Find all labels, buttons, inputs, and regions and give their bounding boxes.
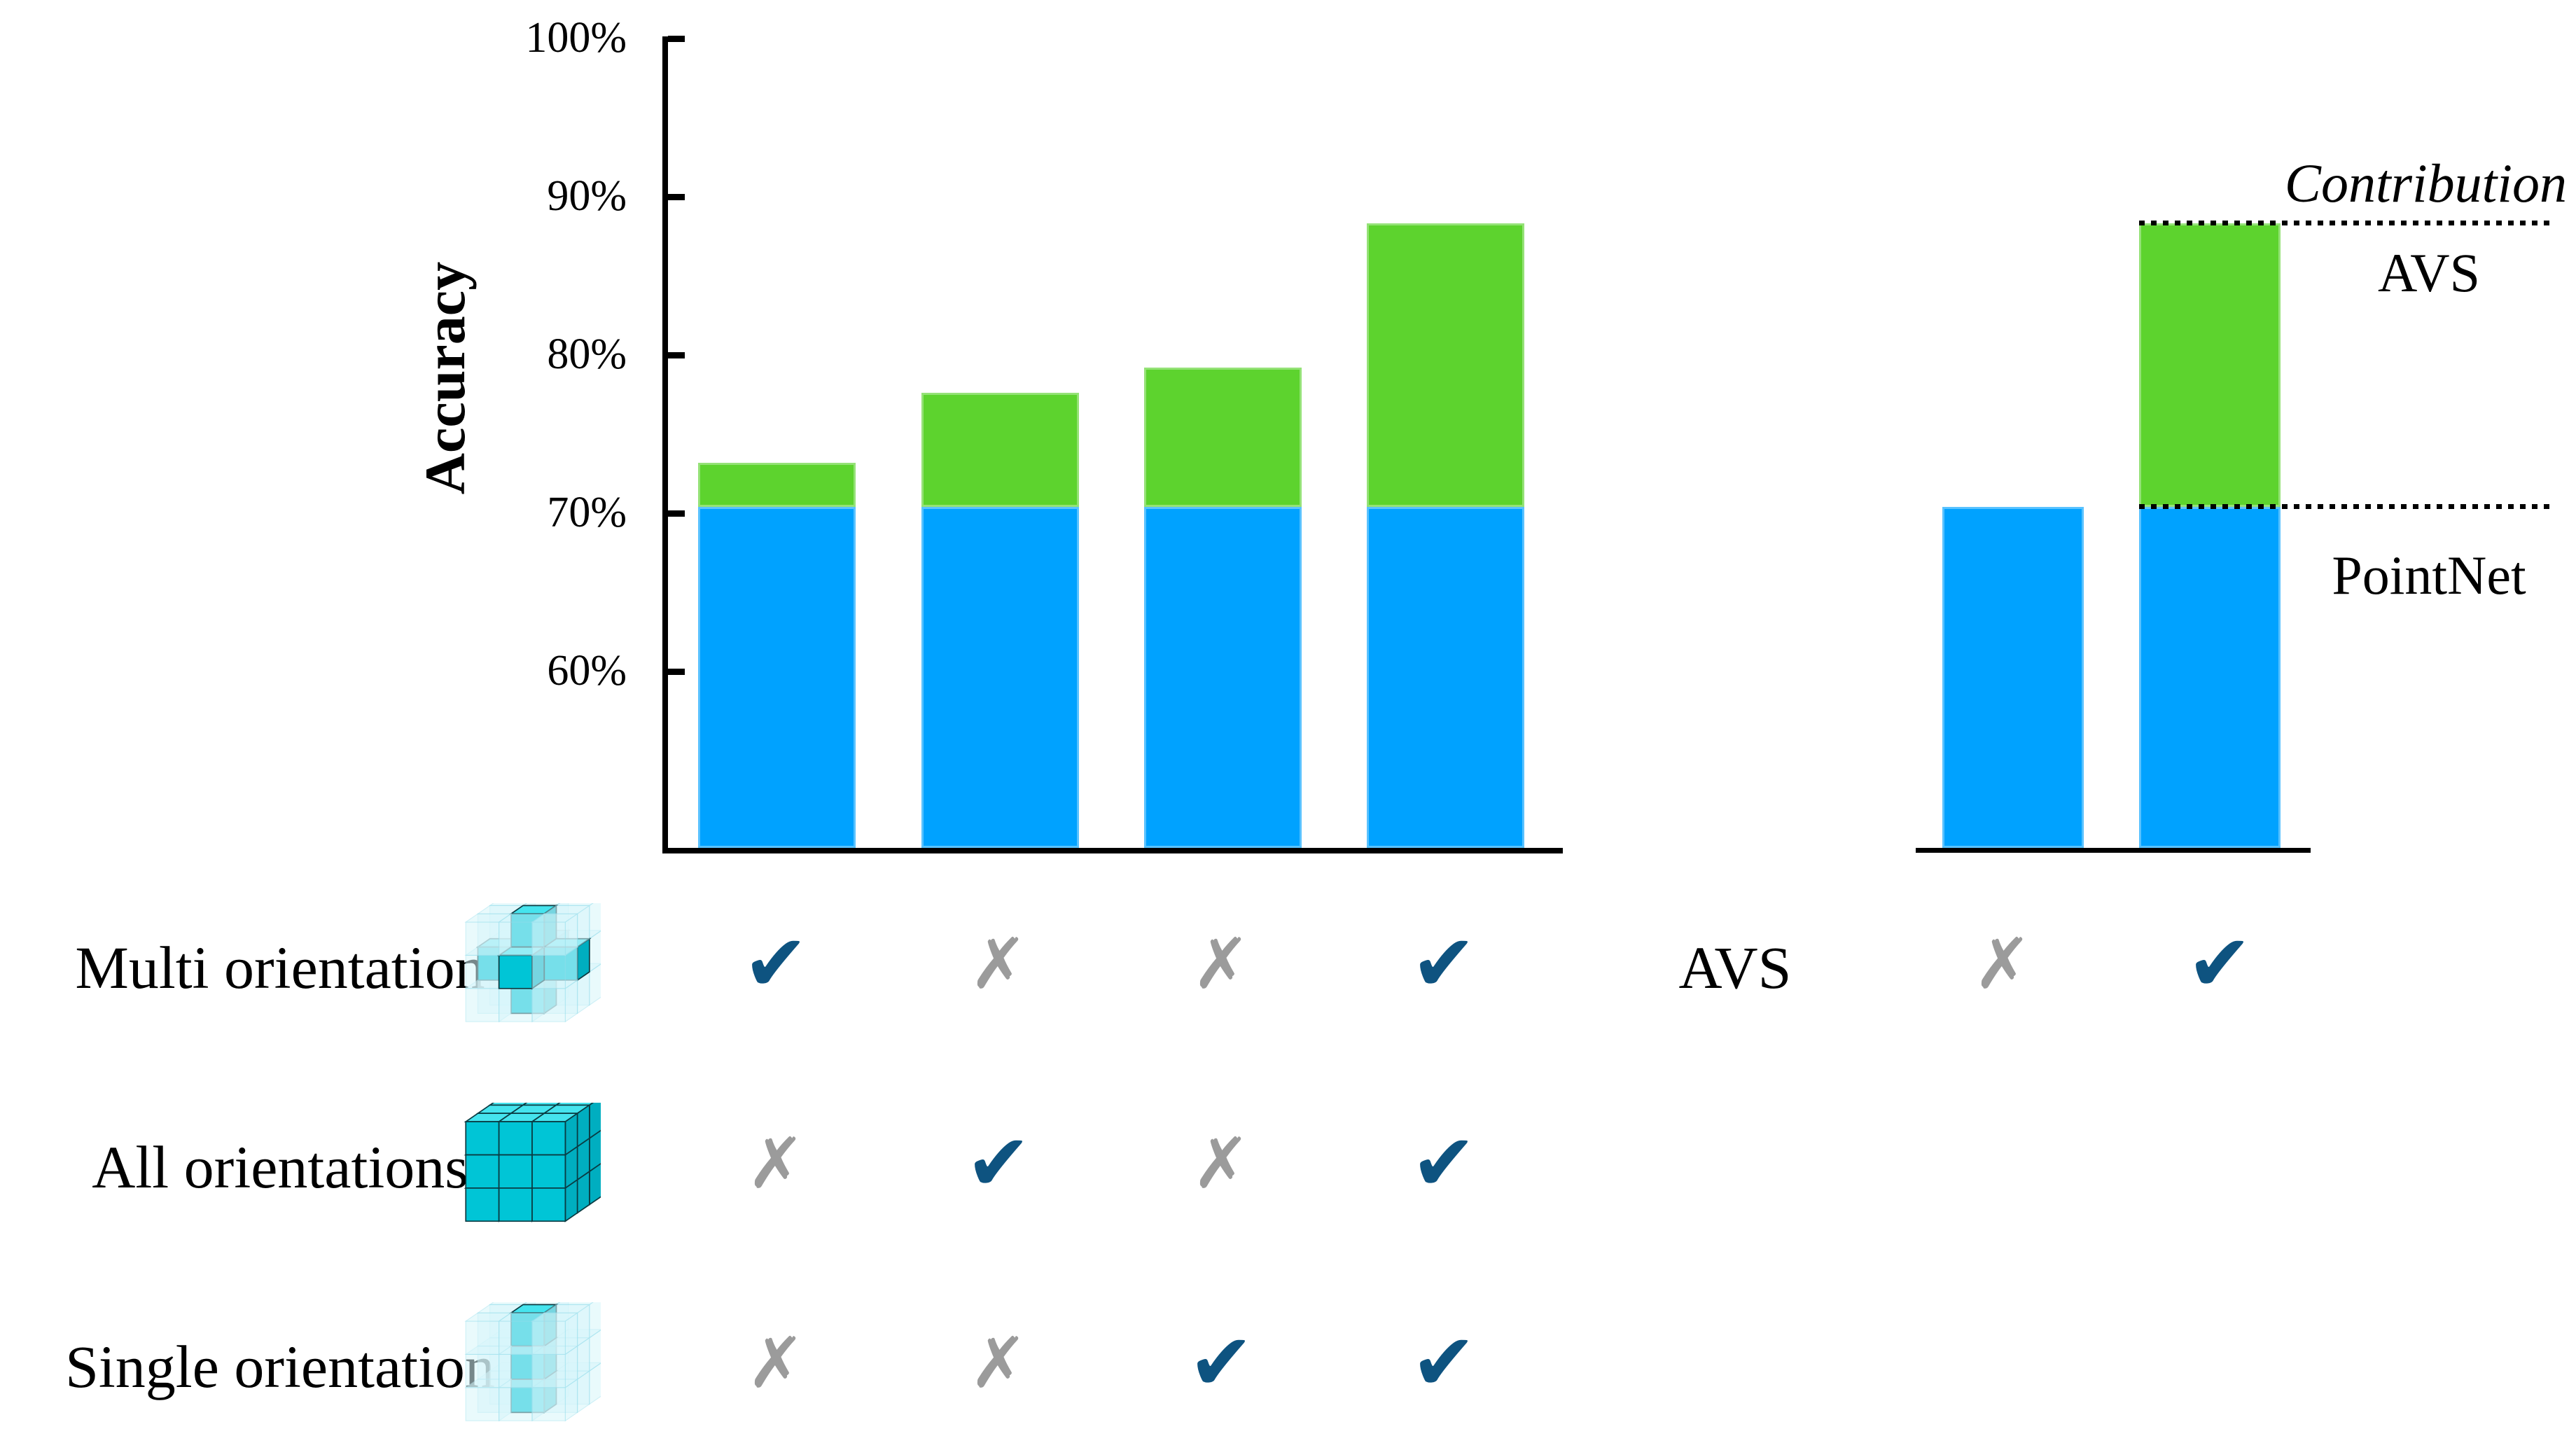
check-icon: ✔	[2187, 918, 2253, 1010]
multi-orientation-voxel-icon	[464, 903, 601, 1023]
check-icon: ✔	[743, 918, 809, 1010]
y-tick-label: 80%	[547, 330, 627, 378]
y-axis-line	[662, 36, 668, 853]
y-axis-tick	[668, 194, 685, 200]
row-label-avs: AVS	[1678, 934, 1792, 1001]
pointnet-annotation: PointNet	[2332, 545, 2526, 606]
y-axis-tick	[668, 669, 685, 675]
y-axis-title: Accuracy	[413, 261, 477, 495]
single-orientation-voxel-icon	[464, 1302, 601, 1422]
avs-annotation: AVS	[2378, 242, 2480, 303]
left-bar-2-avs-segment	[921, 393, 1079, 507]
check-icon: ✔	[1411, 918, 1477, 1010]
cross-icon: ✗	[1973, 923, 2032, 1005]
y-tick-label: 90%	[547, 172, 627, 220]
cross-icon: ✗	[1192, 923, 1251, 1005]
contribution-top-dotted-line	[2139, 221, 2554, 226]
cross-icon: ✗	[969, 923, 1028, 1005]
right-bar-2-pointnet-segment	[2139, 506, 2281, 848]
check-icon: ✔	[1411, 1117, 1477, 1209]
pointnet-level-dotted-line	[2139, 503, 2554, 509]
x-axis-line-right	[1916, 848, 2311, 853]
left-bar-1-avs-segment	[698, 462, 856, 507]
cross-icon: ✗	[746, 1322, 805, 1404]
y-axis-tick	[668, 352, 685, 358]
left-bar-1-pointnet-segment	[698, 506, 856, 848]
left-bar-3-pointnet-segment	[1144, 506, 1302, 848]
check-icon: ✔	[966, 1117, 1031, 1209]
cross-icon: ✗	[746, 1122, 805, 1204]
y-axis-tick	[668, 36, 685, 42]
left-bar-2-pointnet-segment	[921, 506, 1079, 848]
row-label-multi-orientation: Multi orientation	[75, 934, 485, 1001]
x-axis-line-left	[662, 848, 1563, 853]
contribution-annotation: Contribution	[2284, 153, 2567, 214]
cross-icon: ✗	[1192, 1122, 1251, 1204]
all-orientations-voxel-icon	[464, 1103, 601, 1222]
y-tick-label: 100%	[525, 13, 627, 62]
y-axis-tick	[668, 510, 685, 517]
y-tick-label: 70%	[547, 488, 627, 536]
y-tick-label: 60%	[547, 646, 627, 695]
left-bar-4-pointnet-segment	[1367, 506, 1524, 848]
right-bar-1-pointnet-segment	[1942, 506, 2084, 848]
row-label-single-orientation: Single orientation	[65, 1333, 495, 1400]
check-icon: ✔	[1411, 1317, 1477, 1409]
right-bar-2-avs-segment	[2139, 223, 2281, 507]
cross-icon: ✗	[969, 1322, 1028, 1404]
left-bar-4-avs-segment	[1367, 223, 1524, 507]
row-label-all-orientations: All orientations	[92, 1134, 468, 1201]
left-bar-3-avs-segment	[1144, 368, 1302, 507]
check-icon: ✔	[1188, 1317, 1254, 1409]
